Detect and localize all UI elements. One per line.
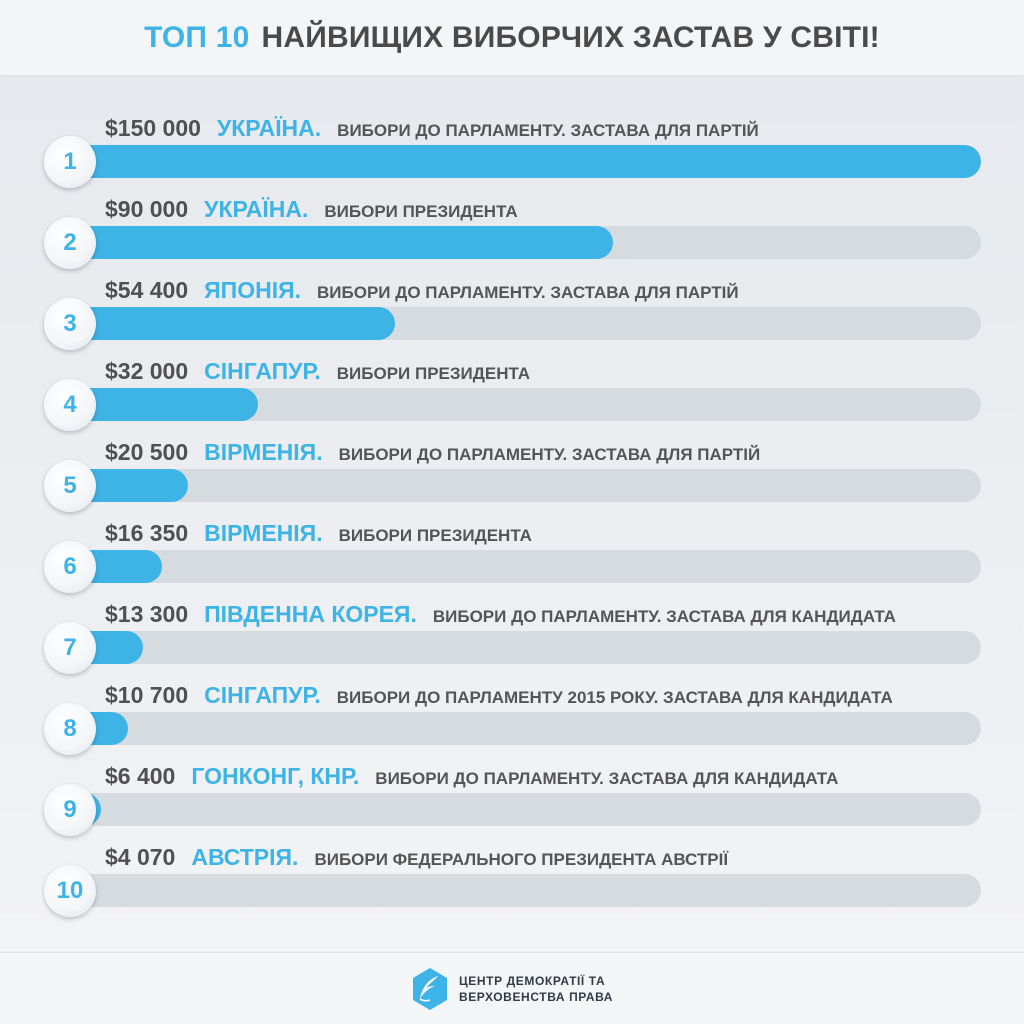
- category-description: ВИБОРИ ПРЕЗИДЕНТА: [324, 202, 518, 221]
- bar-track: [62, 793, 981, 826]
- category-country: ПІВДЕННА КОРЕЯ.: [204, 601, 417, 627]
- bar-track: [62, 226, 981, 259]
- rank-badge: 6: [44, 541, 96, 593]
- data-label-amount: $13 300: [105, 601, 189, 627]
- quill-icon: [412, 967, 447, 1010]
- row-label: $54 400 ЯПОНІЯ. ВИБОРИ ДО ПАРЛАМЕНТУ. ЗАСТ…: [105, 277, 739, 305]
- chart-row: $20 500 ВІРМЕНІЯ. ВИБОРИ ДО ПАРЛАМЕНТУ. ЗА…: [0, 439, 1024, 520]
- rank-badge: 8: [44, 703, 96, 755]
- category-country: УКРАЇНА.: [204, 196, 309, 222]
- rank-badge: 4: [44, 379, 96, 431]
- data-label-amount: $4 070: [105, 844, 176, 870]
- chart-row: $150 000 УКРАЇНА. ВИБОРИ ДО ПАРЛАМЕНТУ. ЗА…: [0, 115, 1024, 196]
- category-country: АВСТРІЯ.: [191, 844, 299, 870]
- rank-badge: 2: [44, 217, 96, 269]
- bar-track: [62, 145, 981, 178]
- data-label-amount: $16 350: [105, 520, 189, 546]
- category-country: СІНГАПУР.: [204, 358, 321, 384]
- category-description: ВИБОРИ ДО ПАРЛАМЕНТУ 2015 РОКУ. ЗАСТАВА …: [336, 688, 893, 707]
- category-description: ВИБОРИ ПРЕЗИДЕНТА: [338, 526, 532, 545]
- bar: [62, 226, 613, 259]
- bar-track: [62, 388, 981, 421]
- chart-row: $16 350 ВІРМЕНІЯ. ВИБОРИ ПРЕЗИДЕНТА 6: [0, 520, 1024, 601]
- page-title: ТОП 10 НАЙВИЩИХ ВИБОРЧИХ ЗАСТАВ У СВІТІ!: [0, 0, 1024, 76]
- data-label-amount: $32 000: [105, 358, 189, 384]
- row-label: $90 000 УКРАЇНА. ВИБОРИ ПРЕЗИДЕНТА: [105, 196, 518, 224]
- category-description: ВИБОРИ ДО ПАРЛАМЕНТУ. ЗАСТАВА ДЛЯ ПАРТІЙ: [338, 445, 761, 464]
- chart-row: $32 000 СІНГАПУР. ВИБОРИ ПРЕЗИДЕНТА 4: [0, 358, 1024, 439]
- data-label-amount: $6 400: [105, 763, 176, 789]
- org-name-line1: ЦЕНТР ДЕМОКРАТІЇ ТА: [458, 973, 606, 988]
- category-description: ВИБОРИ ДО ПАРЛАМЕНТУ. ЗАСТАВА ДЛЯ ПАРТІЙ: [337, 121, 759, 140]
- row-label: $150 000 УКРАЇНА. ВИБОРИ ДО ПАРЛАМЕНТУ. ЗА…: [105, 115, 759, 143]
- chart-row: $6 400 ГОНКОНГ, КНР. ВИБОРИ ДО ПАРЛАМЕНТУ.…: [0, 763, 1024, 844]
- bar: [62, 307, 395, 340]
- bar-track: [62, 469, 981, 502]
- row-label: $20 500 ВІРМЕНІЯ. ВИБОРИ ДО ПАРЛАМЕНТУ. ЗА…: [105, 439, 760, 467]
- org-logo: ЦЕНТР ДЕМОКРАТІЇ ТА ВЕРХОВЕНСТВА ПРАВА: [411, 967, 613, 1011]
- rank-badge: 9: [44, 784, 96, 836]
- row-label: $4 070 АВСТРІЯ. ВИБОРИ ФЕДЕРАЛЬНОГО ПРЕЗИД…: [105, 844, 728, 872]
- rank-badge: 5: [44, 460, 96, 512]
- data-label-amount: $20 500: [105, 439, 189, 465]
- category-country: ГОНКОНГ, КНР.: [191, 763, 360, 789]
- row-label: $16 350 ВІРМЕНІЯ. ВИБОРИ ПРЕЗИДЕНТА: [105, 520, 532, 548]
- title-text: НАЙВИЩИХ ВИБОРЧИХ ЗАСТАВ У СВІТІ!: [261, 20, 880, 54]
- chart-row: $4 070 АВСТРІЯ. ВИБОРИ ФЕДЕРАЛЬНОГО ПРЕЗИД…: [0, 844, 1024, 925]
- bar-track: [62, 874, 981, 907]
- rank-badge: 10: [44, 865, 96, 917]
- category-description: ВИБОРИ ДО ПАРЛАМЕНТУ. ЗАСТАВА ДЛЯ КАНДИД…: [432, 607, 896, 626]
- row-label: $10 700 СІНГАПУР. ВИБОРИ ДО ПАРЛАМЕНТУ 201…: [105, 682, 893, 710]
- category-description: ВИБОРИ ДО ПАРЛАМЕНТУ. ЗАСТАВА ДЛЯ КАНДИД…: [375, 769, 839, 788]
- org-name-line2: ВЕРХОВЕНСТВА ПРАВА: [458, 989, 614, 1004]
- rank-badge: 1: [44, 136, 96, 188]
- category-country: УКРАЇНА.: [216, 115, 322, 141]
- chart-row: $10 700 СІНГАПУР. ВИБОРИ ДО ПАРЛАМЕНТУ 201…: [0, 682, 1024, 763]
- data-label-amount: $54 400: [105, 277, 189, 303]
- bar-track: [62, 307, 981, 340]
- org-name: ЦЕНТР ДЕМОКРАТІЇ ТА ВЕРХОВЕНСТВА ПРАВА: [459, 973, 613, 1005]
- data-label-amount: $10 700: [105, 682, 189, 708]
- row-label: $32 000 СІНГАПУР. ВИБОРИ ПРЕЗИДЕНТА: [105, 358, 530, 386]
- category-description: ВИБОРИ ДО ПАРЛАМЕНТУ. ЗАСТАВА ДЛЯ ПАРТІЙ: [317, 283, 739, 302]
- bar-track: [62, 631, 981, 664]
- data-label-amount: $150 000: [105, 115, 201, 141]
- title-accent: ТОП 10: [144, 20, 250, 54]
- chart-row: $90 000 УКРАЇНА. ВИБОРИ ПРЕЗИДЕНТА 2: [0, 196, 1024, 277]
- footer: ЦЕНТР ДЕМОКРАТІЇ ТА ВЕРХОВЕНСТВА ПРАВА: [0, 952, 1024, 1024]
- bar-chart: $150 000 УКРАЇНА. ВИБОРИ ДО ПАРЛАМЕНТУ. ЗА…: [0, 77, 1024, 951]
- bar-track: [62, 712, 981, 745]
- row-label: $13 300 ПІВДЕННА КОРЕЯ. ВИБОРИ ДО ПАРЛАМЕН…: [105, 601, 896, 629]
- row-label: $6 400 ГОНКОНГ, КНР. ВИБОРИ ДО ПАРЛАМЕНТУ.…: [105, 763, 838, 791]
- category-description: ВИБОРИ ПРЕЗИДЕНТА: [336, 364, 531, 383]
- chart-row: $13 300 ПІВДЕННА КОРЕЯ. ВИБОРИ ДО ПАРЛАМЕН…: [0, 601, 1024, 682]
- category-country: ВІРМЕНІЯ.: [204, 439, 323, 465]
- bar-track: [62, 550, 981, 583]
- rank-badge: 7: [44, 622, 96, 674]
- category-country: СІНГАПУР.: [204, 682, 321, 708]
- data-label-amount: $90 000: [105, 196, 189, 222]
- category-description: ВИБОРИ ФЕДЕРАЛЬНОГО ПРЕЗИДЕНТА АВСТРІЇ: [314, 850, 729, 869]
- category-country: ВІРМЕНІЯ.: [204, 520, 323, 546]
- rank-badge: 3: [44, 298, 96, 350]
- category-country: ЯПОНІЯ.: [204, 277, 302, 303]
- chart-row: $54 400 ЯПОНІЯ. ВИБОРИ ДО ПАРЛАМЕНТУ. ЗАСТ…: [0, 277, 1024, 358]
- bar: [62, 145, 981, 178]
